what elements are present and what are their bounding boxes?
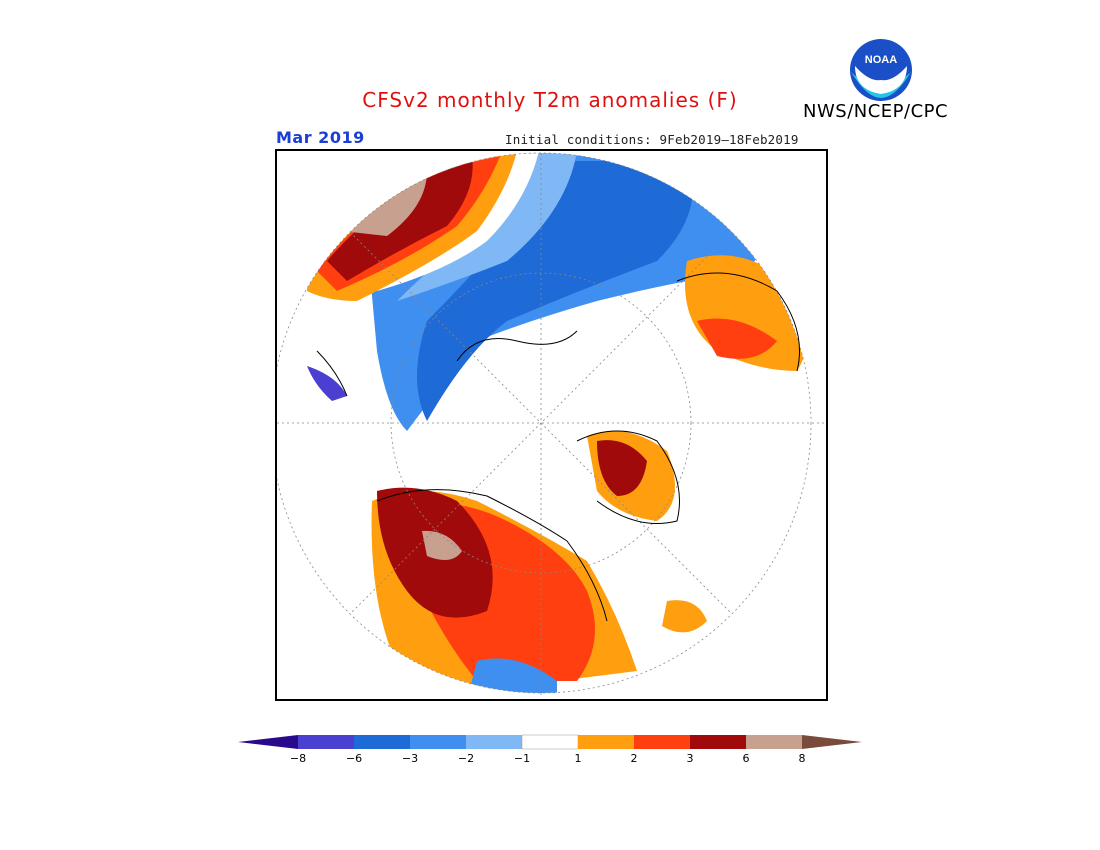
colorbar-tick: 1 [574, 752, 582, 765]
warm-region-asia-red [697, 318, 777, 359]
coastlines [316, 272, 800, 622]
colorbar-tick: −2 [457, 752, 475, 765]
graticule [277, 152, 825, 697]
colorbar-tick: −8 [289, 752, 307, 765]
forecast-month: Mar 2019 [276, 128, 365, 147]
colorbar-tick: 3 [686, 752, 694, 765]
noaa-logo-text: NOAA [865, 54, 897, 66]
polar-map [275, 149, 828, 701]
colorbar-segment [298, 735, 354, 749]
colorbar-segment [466, 735, 522, 749]
colorbar-segment [690, 735, 746, 749]
colorbar-tick: 2 [630, 752, 638, 765]
initial-conditions: Initial conditions: 9Feb2019–18Feb2019 [505, 132, 799, 147]
colorbar-tick: −1 [513, 752, 531, 765]
colorbar-segment [634, 735, 690, 749]
colorbar-tick: 6 [742, 752, 750, 765]
colorbar-arrow-high [802, 735, 862, 749]
noaa-logo: NOAA [850, 39, 912, 101]
warm-patch-pacific [662, 600, 707, 633]
colorbar-segment [578, 735, 634, 749]
colorbar [238, 734, 862, 750]
colorbar-segment [746, 735, 802, 749]
warm-region-greenland-dark [597, 440, 647, 496]
map-title: CFSv2 monthly T2m anomalies (F) [362, 88, 738, 112]
colorbar-tick: −6 [345, 752, 363, 765]
agency-label: NWS/NCEP/CPC [803, 101, 949, 122]
strong-cold-region [417, 161, 693, 421]
colorbar-tick: −3 [401, 752, 419, 765]
colorbar-arrow-low [238, 735, 298, 749]
warm-region-na-max [422, 530, 462, 560]
colorbar-segment [410, 735, 466, 749]
colorbar-segment [521, 734, 579, 750]
deep-cold-patch [307, 366, 347, 401]
colorbar-segment [354, 735, 410, 749]
colorbar-tick: 8 [798, 752, 806, 765]
